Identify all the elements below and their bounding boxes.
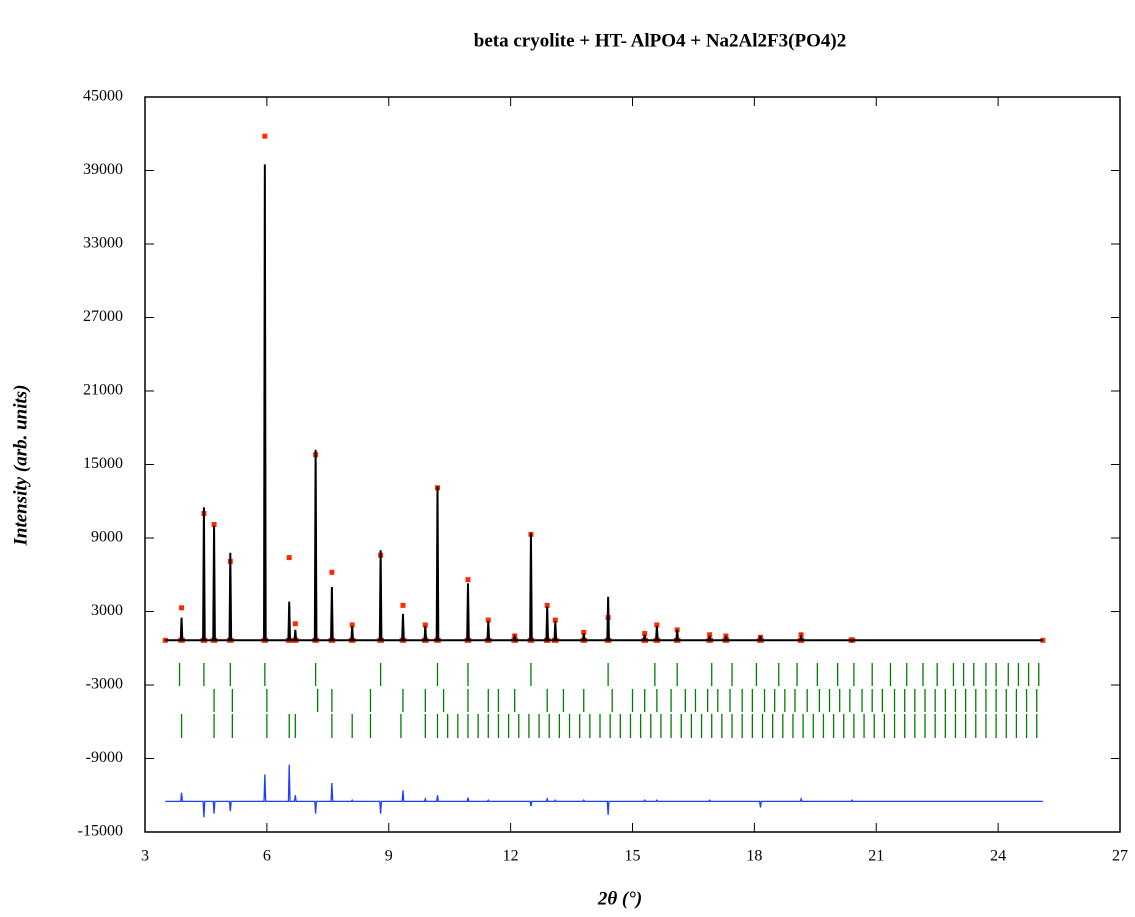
observed-point — [329, 569, 335, 575]
observed-point — [1040, 637, 1046, 643]
observed-point — [292, 621, 298, 627]
observed-point — [642, 631, 648, 637]
observed-point — [552, 617, 558, 623]
x-tick-label: 24 — [990, 848, 1006, 865]
x-tick-label: 12 — [503, 848, 519, 865]
x-tick-label: 21 — [868, 848, 884, 865]
chart-title: beta cryolite + HT- AlPO4 + Na2Al2F3(PO4… — [474, 30, 846, 51]
y-tick-label: 39000 — [83, 161, 123, 178]
observed-point — [422, 622, 428, 628]
x-tick-label: 3 — [141, 848, 149, 865]
observed-point — [465, 577, 471, 583]
x-tick-label: 15 — [625, 848, 641, 865]
observed-point — [707, 632, 713, 638]
y-tick-label: 3000 — [91, 602, 123, 619]
observed-point — [286, 555, 292, 561]
observed-point — [400, 602, 406, 608]
x-tick-label: 6 — [263, 848, 271, 865]
observed-point — [211, 522, 217, 528]
y-tick-label: 9000 — [91, 529, 123, 546]
profile-line — [165, 164, 1043, 643]
observed-point — [179, 605, 185, 611]
y-tick-label: -9000 — [86, 749, 123, 766]
observed-point — [544, 602, 550, 608]
x-tick-label: 9 — [385, 848, 393, 865]
observed-point — [581, 629, 587, 635]
y-tick-label: 15000 — [83, 455, 123, 472]
y-tick-label: 45000 — [83, 88, 123, 105]
y-tick-label: 27000 — [83, 308, 123, 325]
observed-point — [262, 133, 268, 139]
observed-point — [485, 617, 491, 623]
profile-line — [165, 764, 1043, 818]
y-axis-label: Intensity (arb. units) — [10, 384, 31, 546]
x-tick-label: 27 — [1112, 848, 1128, 865]
x-axis-label: 2θ (°) — [597, 888, 642, 909]
y-tick-label: 33000 — [83, 235, 123, 252]
observed-point — [654, 622, 660, 628]
x-tick-label: 18 — [746, 848, 762, 865]
plot-frame — [144, 96, 1121, 833]
observed-point — [349, 622, 355, 628]
y-tick-label: 21000 — [83, 382, 123, 399]
y-tick-label: -3000 — [86, 676, 123, 693]
y-tick-label: -15000 — [78, 823, 123, 840]
